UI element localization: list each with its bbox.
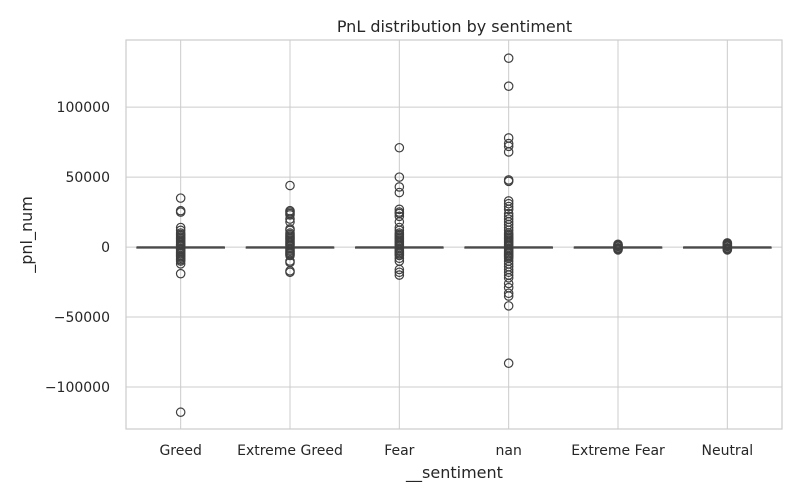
- outlier-point: [394, 204, 405, 215]
- outlier-point: [394, 250, 405, 261]
- x-tick-label: Extreme Greed: [237, 443, 343, 459]
- outlier-point: [503, 288, 514, 299]
- outlier-point: [175, 207, 186, 217]
- y-tick-label: −100000: [45, 380, 110, 396]
- x-tick-label: Fear: [384, 443, 414, 459]
- outlier-point: [722, 245, 733, 255]
- outlier-point: [285, 210, 295, 220]
- outlier-point: [175, 259, 186, 269]
- outlier-point: [503, 147, 514, 157]
- outlier-point: [285, 214, 295, 224]
- plot-frame: [125, 39, 783, 430]
- gridlines: [126, 40, 782, 429]
- outlier-point: [394, 182, 405, 192]
- chart-title: PnL distribution by sentiment: [337, 17, 572, 36]
- x-tick-label: Extreme Fear: [571, 443, 665, 459]
- outlier-point: [394, 172, 405, 182]
- outlier-point: [503, 81, 514, 91]
- outlier-point: [394, 142, 405, 153]
- outlier-point: [394, 253, 405, 264]
- outlier-point: [503, 53, 514, 63]
- y-axis-label: _pnl_num: [17, 196, 37, 274]
- outlier-point: [503, 267, 514, 278]
- outlier-point: [394, 187, 405, 198]
- outlier-point: [503, 201, 514, 212]
- outlier-point: [503, 273, 514, 283]
- x-tick-label: nan: [496, 443, 522, 459]
- outlier-point: [285, 267, 295, 278]
- outlier-point: [285, 250, 295, 261]
- outlier-point: [503, 301, 514, 311]
- outlier-point: [503, 141, 514, 152]
- outlier-point: [394, 267, 405, 278]
- outlier-point: [175, 407, 186, 418]
- outliers: [175, 53, 733, 418]
- outlier-point: [394, 264, 405, 275]
- outlier-point: [175, 256, 186, 266]
- outlier-point: [503, 291, 514, 301]
- outlier-point: [503, 278, 514, 289]
- y-tick-label: −50000: [54, 310, 110, 326]
- outlier-point: [175, 193, 186, 203]
- outlier-point: [394, 211, 405, 222]
- y-tick-label: 100000: [57, 100, 110, 116]
- x-axis-label: __sentiment: [405, 463, 503, 483]
- outlier-point: [503, 358, 514, 369]
- outlier-point: [503, 176, 514, 187]
- y-tick-label: 50000: [65, 170, 110, 186]
- x-tick-label: Greed: [159, 443, 201, 459]
- outlier-point: [394, 270, 405, 280]
- x-tick-label: Neutral: [701, 443, 753, 459]
- outlier-point: [285, 180, 295, 191]
- outlier-point: [503, 198, 514, 209]
- outlier-point: [503, 204, 514, 215]
- outlier-point: [175, 268, 186, 279]
- x-tick-labels: Greed Extreme Greed Fear nan Extreme Fear Neu…: [159, 443, 753, 459]
- y-tick-label: 0: [101, 240, 110, 256]
- y-tick-labels: −100000 −50000 0 50000 100000: [45, 100, 110, 396]
- outlier-point: [613, 245, 623, 255]
